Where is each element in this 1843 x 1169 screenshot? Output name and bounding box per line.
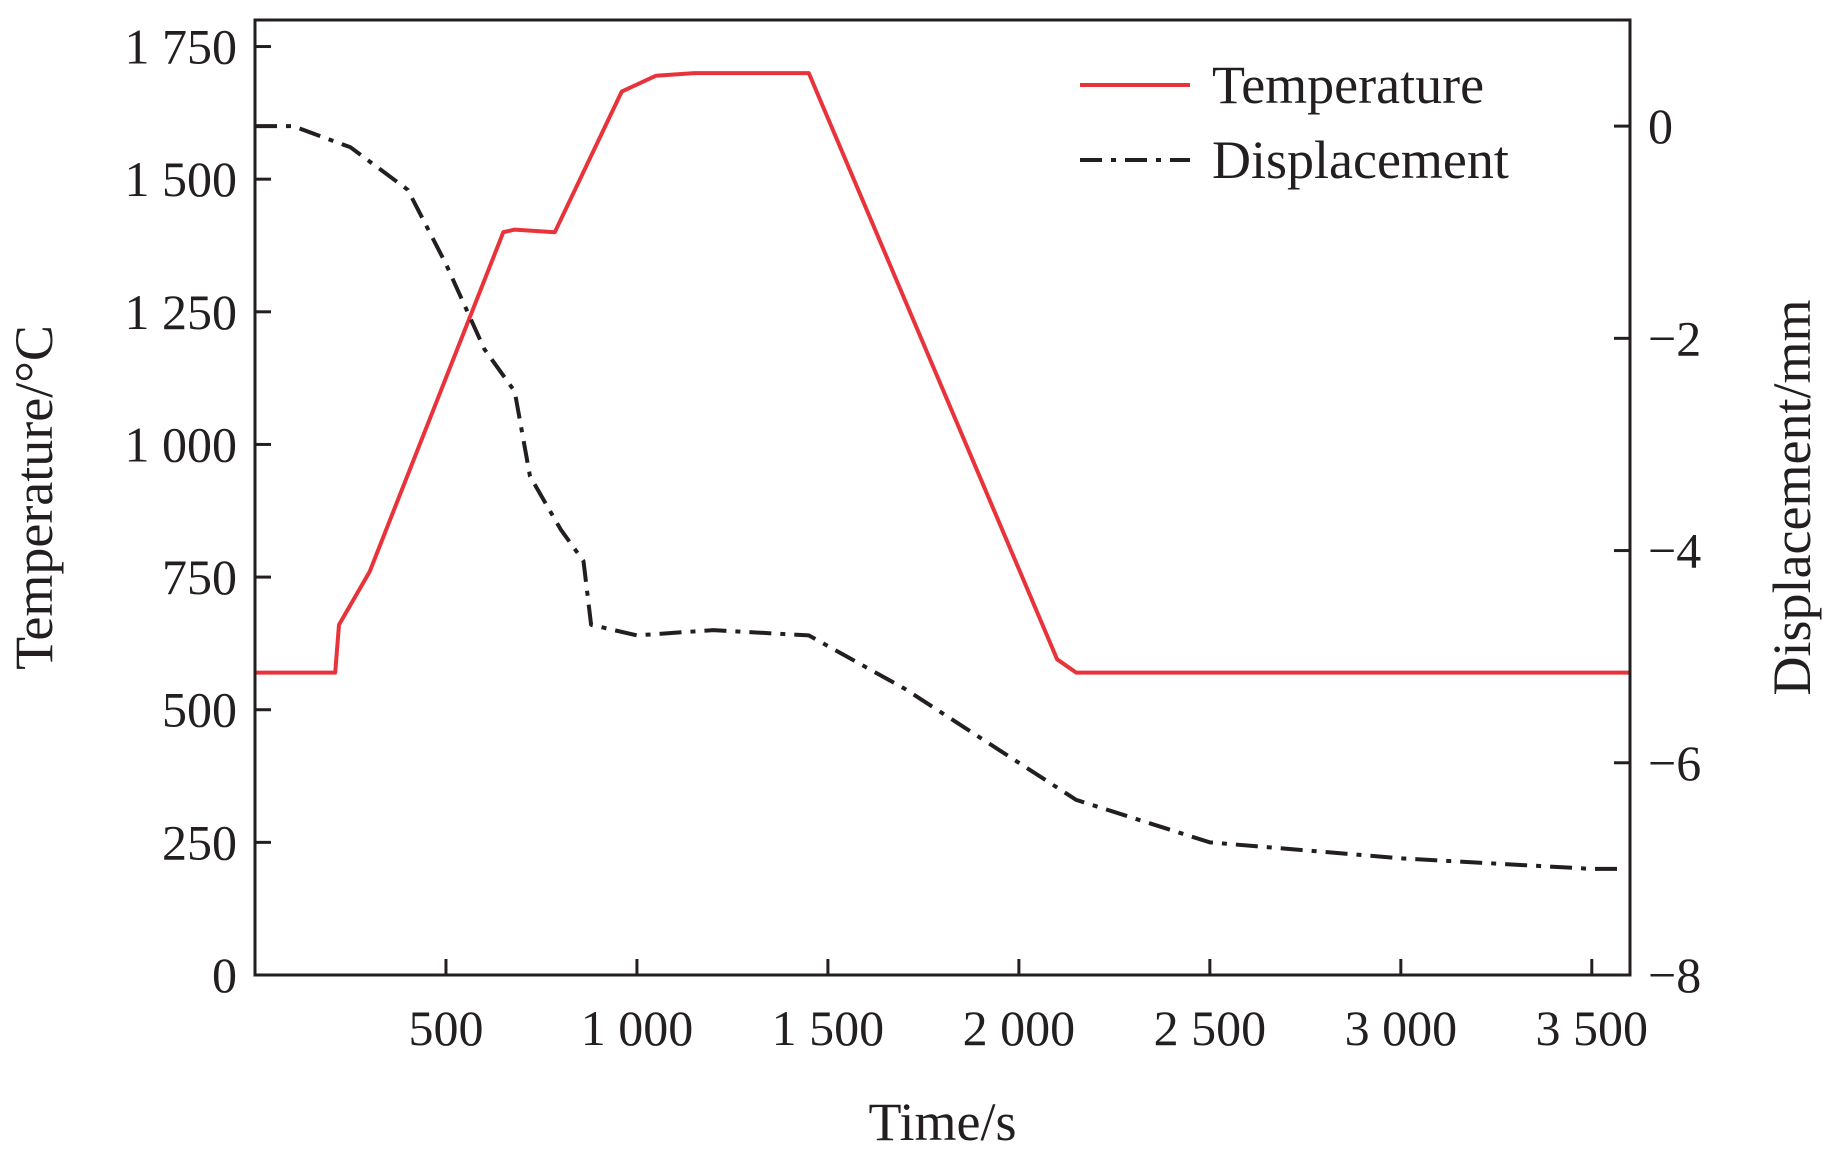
legend-label-displacement: Displacement [1212,130,1509,190]
x-tick-label: 3 000 [1345,1000,1458,1056]
y-axis-left-title: Temperature/°C [4,325,64,670]
y-axis-right-title: Displacement/mm [1762,300,1822,696]
ticks-layer [255,45,1630,977]
labels-layer: 500 1 000 1 500 2 000 2 500 3 000 3 500 0 250 500… [125,19,1702,1056]
y-left-tick-label: 0 [212,947,237,1003]
y-left-tick-label: 250 [162,814,237,870]
series-line-temperature [255,71,1630,675]
y-right-tick-label: −8 [1648,947,1701,1003]
legend-label-temperature: Temperature [1212,55,1484,115]
series-line-displacement [255,124,1619,871]
y-right-tick-label: −4 [1648,523,1701,579]
y-left-tick-label: 1 250 [125,284,238,340]
y-left-tick-label: 1 500 [125,151,238,207]
x-tick-label: 500 [408,1000,483,1056]
x-tick-label: 2 000 [963,1000,1076,1056]
y-right-tick-label: −6 [1648,735,1701,791]
x-tick-label: 2 500 [1154,1000,1267,1056]
legend: Temperature Displacement [1080,55,1509,190]
series-layer [255,71,1630,871]
x-tick-label: 1 000 [581,1000,694,1056]
y-left-tick-label: 1 000 [125,416,238,472]
x-tick-label: 1 500 [772,1000,885,1056]
y-right-tick-label: −2 [1648,310,1701,366]
x-axis-title: Time/s [868,1092,1016,1152]
y-left-tick-label: 750 [162,549,237,605]
y-left-tick-label: 500 [162,682,237,738]
x-tick-label: 3 500 [1536,1000,1649,1056]
y-right-tick-label: 0 [1648,98,1673,154]
plot-frame [253,18,1632,977]
y-left-tick-label: 1 750 [125,19,238,75]
